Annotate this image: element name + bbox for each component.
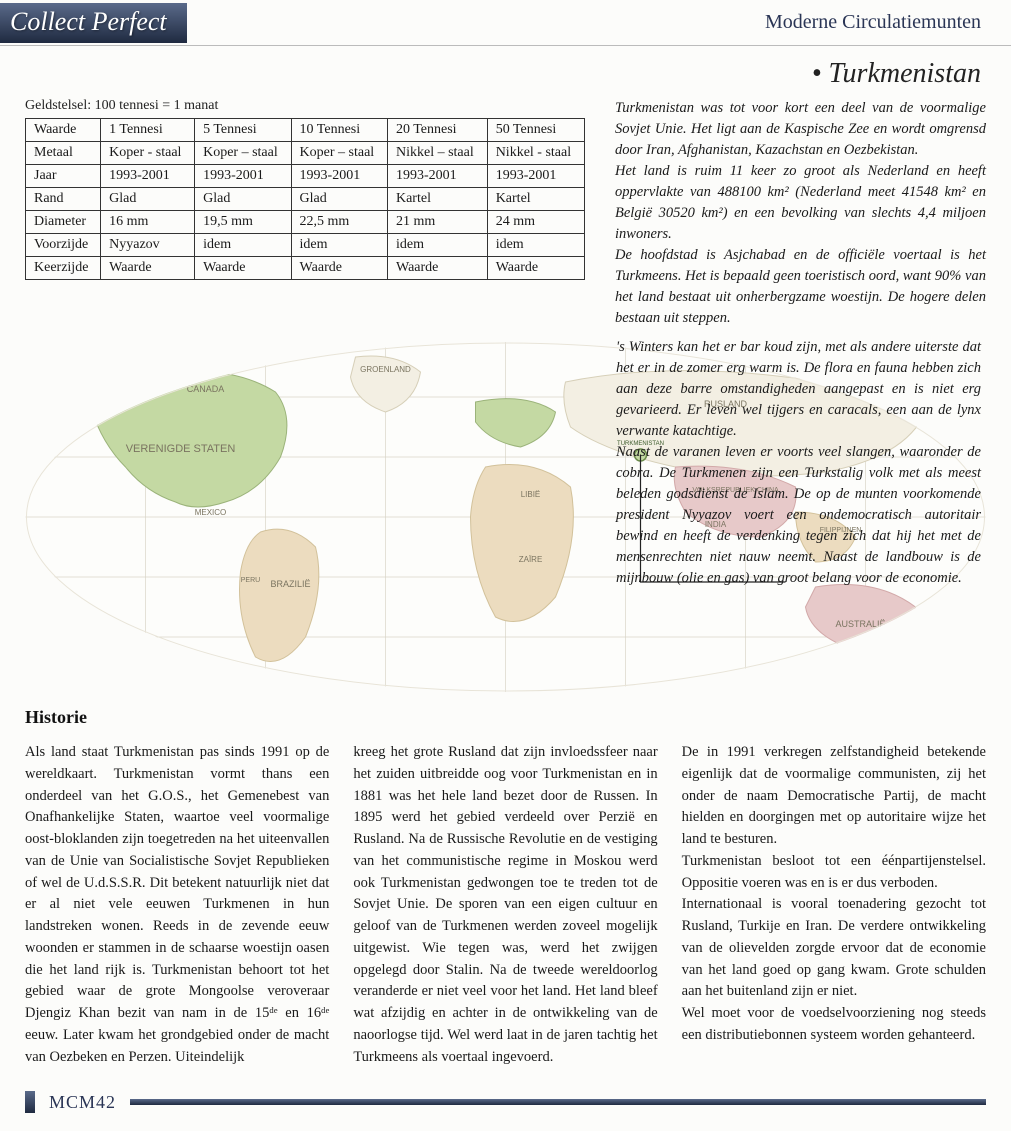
table-colhead: 10 Tennesi [291,119,387,142]
history-col-1: Als land staat Turkmenistan pas sinds 19… [25,742,329,1068]
history-heading: Historie [25,707,986,728]
table-cell: Koper - staal [101,142,195,165]
map-label-alaska: Alaska (V.S.) [65,380,105,387]
table-cell: 19,5 mm [195,211,291,234]
table-colhead: 50 Tennesi [487,119,584,142]
table-cell: Glad [291,188,387,211]
map-label-zaire: ZAÏRE [519,555,543,564]
page-header: Collect Perfect Moderne Circulatiemunten [0,0,1011,46]
table-cell: 22,5 mm [291,211,387,234]
map-label-peru: PERU [241,577,260,584]
page-code: MCM42 [49,1092,116,1113]
table-rowhead: Waarde [26,119,101,142]
section-label: Moderne Circulatiemunten [765,11,1011,34]
map-label-us: VERENIGDE STATEN [126,443,236,455]
table-cell: Glad [101,188,195,211]
table-cell: idem [487,234,584,257]
table-cell: 1993-2001 [101,165,195,188]
table-cell: 1993-2001 [195,165,291,188]
table-colhead: 5 Tennesi [195,119,291,142]
table-cell: Koper – staal [195,142,291,165]
history-col-3: De in 1991 verkregen zelfstandigheid bet… [682,742,986,1068]
intro-overlay: 's Winters kan het er bar koud zijn, met… [616,337,986,589]
table-cell: Glad [195,188,291,211]
table-cell: Nikkel - staal [487,142,584,165]
table-rowhead: Keerzijde [26,257,101,280]
coin-table: Waarde1 Tennesi5 Tennesi10 Tennesi20 Ten… [25,118,585,280]
table-cell: idem [195,234,291,257]
table-colhead: 20 Tennesi [387,119,487,142]
table-rowhead: Rand [26,188,101,211]
map-label-brazil: BRAZILIË [270,579,310,589]
table-colhead: 1 Tennesi [101,119,195,142]
table-cell: Nikkel – staal [387,142,487,165]
page-footer: MCM42 [25,1091,986,1113]
table-rowhead: Jaar [26,165,101,188]
monetary-system: Geldstelsel: 100 tennesi = 1 manat [25,98,585,114]
map-label-australia: AUSTRALIË [835,619,885,629]
table-cell: 24 mm [487,211,584,234]
map-label-libya: LIBIË [521,490,541,499]
table-cell: 1993-2001 [387,165,487,188]
table-cell: Kartel [387,188,487,211]
footer-accent-bar [130,1099,986,1105]
map-alaska [61,368,107,407]
table-cell: Koper – staal [291,142,387,165]
history-columns: Als land staat Turkmenistan pas sinds 19… [25,742,986,1068]
table-cell: Waarde [101,257,195,280]
table-cell: Nyyazov [101,234,195,257]
world-map: VERENIGDE STATEN CANADA Alaska (V.S.) GR… [25,337,986,697]
table-cell: Waarde [487,257,584,280]
table-rowhead: Diameter [26,211,101,234]
table-cell: 1993-2001 [291,165,387,188]
table-cell: 16 mm [101,211,195,234]
country-title: Turkmenistan [0,46,1011,98]
brand-badge: Collect Perfect [0,3,187,43]
table-cell: Kartel [487,188,584,211]
table-rowhead: Voorzijde [26,234,101,257]
table-cell: Waarde [195,257,291,280]
table-cell: 21 mm [387,211,487,234]
map-label-nz: N. ZEELAND [905,662,946,669]
history-col-2: kreeg het grote Rusland dat zijn invloed… [353,742,657,1068]
footer-accent-left [25,1091,35,1113]
table-cell: Waarde [291,257,387,280]
table-cell: Waarde [387,257,487,280]
map-label-greenland: GROENLAND [360,365,411,374]
table-cell: 1993-2001 [487,165,584,188]
intro-text: Turkmenistan was tot voor kort een deel … [615,98,986,329]
table-cell: idem [291,234,387,257]
table-rowhead: Metaal [26,142,101,165]
map-label-mexico: MEXICO [195,508,227,517]
table-cell: idem [387,234,487,257]
